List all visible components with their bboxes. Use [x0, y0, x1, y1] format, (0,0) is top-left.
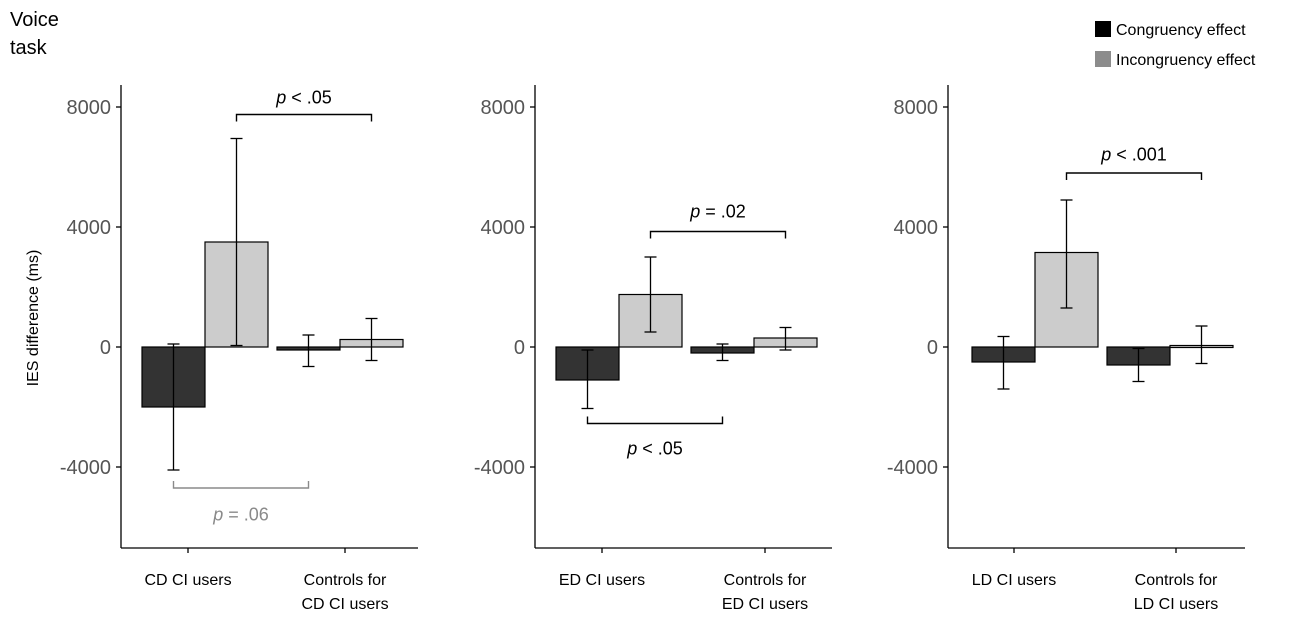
y-axis-label: IES difference (ms) — [25, 250, 42, 387]
y-tick-label: 0 — [514, 337, 525, 359]
legend-swatch-congruency — [1095, 21, 1111, 37]
panel-2: 8000 4000 0 -4000 ED CI users Controls for ED … — [474, 85, 832, 613]
panels: 8000 4000 0 -4000 CD CI users Controls for CD … — [60, 85, 1245, 613]
y-tick-label: 8000 — [67, 97, 112, 119]
y-tick-label: 4000 — [67, 217, 112, 239]
significance-bracket — [1065, 172, 1203, 180]
panel-1: 8000 4000 0 -4000 CD CI users Controls for CD … — [60, 85, 418, 613]
figure-title-line1: Voice — [10, 9, 59, 31]
y-tick-label: -4000 — [474, 457, 525, 479]
x-tick-label: ED CI users — [722, 596, 808, 613]
significance-label: p < .05 — [626, 439, 683, 459]
significance-bracket — [235, 113, 373, 122]
y-tick-label: 8000 — [481, 97, 526, 119]
y-tick-label: 0 — [100, 337, 111, 359]
x-tick-label: ED CI users — [559, 572, 645, 589]
legend-label-congruency: Congruency effect — [1116, 22, 1246, 39]
y-tick-label: -4000 — [887, 457, 938, 479]
significance-label: p = .06 — [212, 505, 269, 525]
significance-bracket — [649, 230, 787, 239]
figure-title-line2: task — [10, 37, 48, 59]
significance-bracket — [586, 416, 724, 425]
y-tick-label: -4000 — [60, 457, 111, 479]
legend: Congruency effect Incongruency effect — [1095, 21, 1256, 69]
panel-3: 8000 4000 0 -4000 LD CI users Controls for LD … — [887, 85, 1245, 613]
x-tick-label: Controls for — [304, 572, 387, 589]
legend-label-incongruency: Incongruency effect — [1116, 52, 1256, 69]
y-tick-label: 0 — [927, 337, 938, 359]
x-tick-label: LD CI users — [1134, 596, 1218, 613]
y-tick-label: 8000 — [894, 97, 939, 119]
x-tick-label: Controls for — [1135, 572, 1218, 589]
x-tick-label: Controls for — [724, 572, 807, 589]
significance-label: p < .05 — [275, 88, 332, 108]
y-tick-label: 4000 — [894, 217, 939, 239]
x-tick-label: CD CI users — [301, 596, 388, 613]
x-tick-label: CD CI users — [144, 572, 231, 589]
significance-label: p < .001 — [1100, 145, 1167, 165]
significance-label: p = .02 — [689, 202, 746, 222]
legend-swatch-incongruency — [1095, 51, 1111, 67]
y-tick-label: 4000 — [481, 217, 526, 239]
significance-bracket — [172, 481, 310, 489]
x-tick-label: LD CI users — [972, 572, 1056, 589]
